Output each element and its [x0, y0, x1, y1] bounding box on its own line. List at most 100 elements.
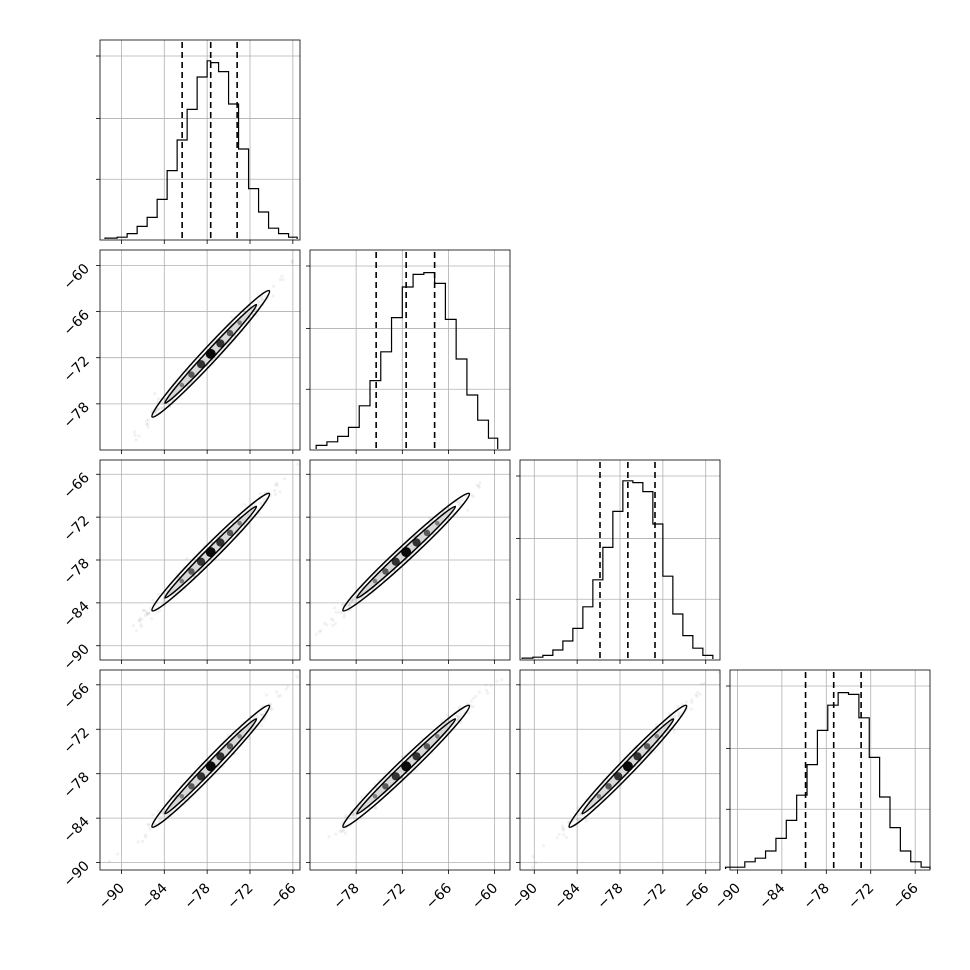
- sample-point: [261, 497, 265, 501]
- sample-point: [260, 713, 265, 717]
- sample-point: [343, 815, 347, 819]
- sample-point: [457, 715, 461, 720]
- sample-point: [348, 603, 352, 607]
- sample-point: [574, 817, 578, 821]
- sample-point: [275, 481, 279, 485]
- density-blob: [226, 329, 234, 337]
- sample-point: [351, 812, 355, 816]
- sample-point: [359, 795, 364, 799]
- sample-point: [458, 503, 462, 507]
- sample-point: [341, 602, 345, 606]
- sample-point: [355, 599, 359, 603]
- density-blob: [643, 743, 651, 750]
- sample-point: [253, 502, 257, 506]
- sample-point: [475, 483, 479, 487]
- sample-point: [148, 607, 152, 611]
- sample-point: [285, 685, 290, 689]
- sample-point: [147, 823, 151, 827]
- sample-point: [440, 718, 444, 722]
- panel-2-2: [516, 459, 721, 664]
- density-blob: [605, 783, 612, 790]
- density-blob: [188, 783, 195, 790]
- density-blob: [188, 371, 195, 378]
- sample-point: [247, 736, 251, 741]
- sample-point: [156, 809, 160, 813]
- x-tick-label: −66: [680, 880, 712, 912]
- density-blob: [179, 578, 185, 584]
- density-blob: [435, 520, 440, 526]
- sample-point: [351, 813, 355, 817]
- sample-point: [264, 708, 268, 713]
- sample-point: [281, 278, 285, 282]
- sample-point: [260, 298, 264, 302]
- x-tick-label: −66: [267, 880, 299, 912]
- sample-point: [272, 284, 276, 288]
- x-tick-label: −84: [552, 880, 584, 912]
- sample-point: [325, 623, 329, 627]
- sample-point: [159, 817, 163, 821]
- sample-point: [455, 718, 459, 722]
- sample-point: [149, 617, 154, 621]
- x-tick-label: −90: [712, 880, 744, 912]
- sample-point: [560, 824, 565, 829]
- sample-point: [460, 497, 464, 501]
- y-tick-label: −84: [61, 814, 93, 846]
- sample-point: [284, 687, 288, 691]
- sample-point: [270, 707, 274, 711]
- density-blob: [401, 761, 412, 772]
- sample-point: [151, 813, 155, 817]
- density-blob: [237, 733, 242, 739]
- y-tick-label: −66: [61, 470, 93, 502]
- density-blob: [412, 538, 421, 547]
- sample-point: [162, 405, 166, 410]
- density-blob: [226, 529, 234, 537]
- sample-point: [347, 603, 351, 607]
- panel-3-2: −90 −84 −78 −72 −66: [509, 669, 721, 913]
- sample-point: [584, 819, 588, 823]
- sample-point: [259, 712, 263, 716]
- sample-point: [690, 700, 694, 704]
- sample-point: [342, 613, 346, 617]
- sample-point: [557, 832, 561, 837]
- panel-3-3: −90 −84 −78 −72 −66: [712, 669, 931, 913]
- sample-point: [296, 462, 300, 466]
- panel-frame: [729, 669, 931, 871]
- sample-point: [684, 700, 688, 704]
- x-tick-label: −90: [509, 880, 541, 912]
- sample-point: [147, 418, 151, 422]
- sample-point: [160, 406, 164, 410]
- x-tick-label: −72: [224, 880, 256, 912]
- sample-point: [274, 483, 278, 487]
- density-blob: [216, 339, 225, 348]
- sample-point: [278, 277, 283, 282]
- sample-point: [273, 492, 278, 496]
- density-blob: [423, 743, 431, 750]
- sample-point: [142, 608, 146, 612]
- sample-point: [331, 623, 335, 628]
- sample-point: [148, 827, 152, 831]
- sample-point: [339, 829, 343, 833]
- density-blob: [237, 520, 242, 526]
- sample-point: [455, 718, 460, 723]
- sample-point: [334, 610, 338, 614]
- sample-point: [266, 490, 270, 494]
- sample-point: [486, 691, 490, 695]
- sample-point: [484, 688, 489, 692]
- sample-point: [334, 832, 338, 836]
- sample-point: [274, 690, 279, 694]
- sample-point: [161, 598, 166, 602]
- sample-point: [153, 822, 157, 826]
- sample-point: [132, 430, 136, 434]
- sample-point: [458, 705, 462, 709]
- sample-point: [400, 755, 404, 759]
- outer-contour: [342, 492, 471, 612]
- histogram-3: [724, 692, 931, 869]
- density-blob: [401, 547, 412, 558]
- sample-point: [676, 704, 680, 708]
- y-tick-label: −72: [61, 513, 93, 545]
- sample-point: [576, 805, 580, 810]
- sample-point: [654, 723, 658, 727]
- sample-point: [295, 675, 299, 679]
- sample-point: [264, 693, 269, 697]
- sample-point: [349, 601, 353, 606]
